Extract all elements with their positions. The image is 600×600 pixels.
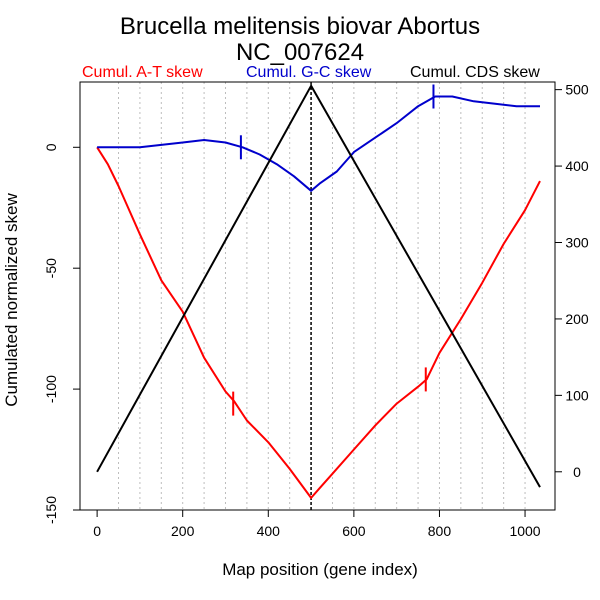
y-right-tick-label: 100 bbox=[565, 387, 589, 403]
y-left-tick-label: 0 bbox=[43, 143, 59, 151]
y-left-tick-label: -50 bbox=[43, 258, 59, 278]
at-skew-line bbox=[96, 146, 541, 499]
gc-skew-line bbox=[97, 95, 540, 192]
x-tick-label: 800 bbox=[428, 523, 452, 539]
x-tick-label: 400 bbox=[257, 523, 281, 539]
y-right-tick-label: 0 bbox=[573, 464, 581, 480]
legend-at-skew: Cumul. A-T skew bbox=[82, 64, 203, 81]
x-tick-label: 0 bbox=[93, 523, 101, 539]
x-axis-label: Map position (gene index) bbox=[222, 560, 418, 579]
y-left-tick-label: -100 bbox=[43, 375, 59, 403]
y-axis-label: Cumulated normalized skew bbox=[2, 193, 21, 407]
chart-title: Brucella melitensis biovar Abortus bbox=[119, 13, 481, 40]
y-right-tick-label: 200 bbox=[565, 311, 589, 327]
vertical-grid bbox=[118, 82, 526, 510]
cds-skew-line bbox=[96, 84, 541, 488]
plot-frame bbox=[79, 81, 556, 511]
x-tick-label: 1000 bbox=[509, 523, 540, 539]
y-right-tick-label: 500 bbox=[565, 82, 589, 98]
series-lines bbox=[96, 84, 541, 499]
y-left-tick-label: -150 bbox=[43, 496, 59, 524]
y-right-tick-label: 400 bbox=[565, 158, 589, 174]
axes: 0 200 400 600 800 1000 0 -50 -100 -150 0 100 200 300 4… bbox=[43, 81, 589, 539]
legend-gc-skew: Cumul. G-C skew bbox=[246, 64, 372, 81]
x-tick-label: 600 bbox=[342, 523, 366, 539]
legend-cds-skew: Cumul. CDS skew bbox=[410, 64, 540, 81]
x-tick-label: 200 bbox=[171, 523, 195, 539]
chart-subtitle: NC_007624 bbox=[235, 39, 365, 66]
y-right-tick-label: 300 bbox=[565, 235, 589, 251]
